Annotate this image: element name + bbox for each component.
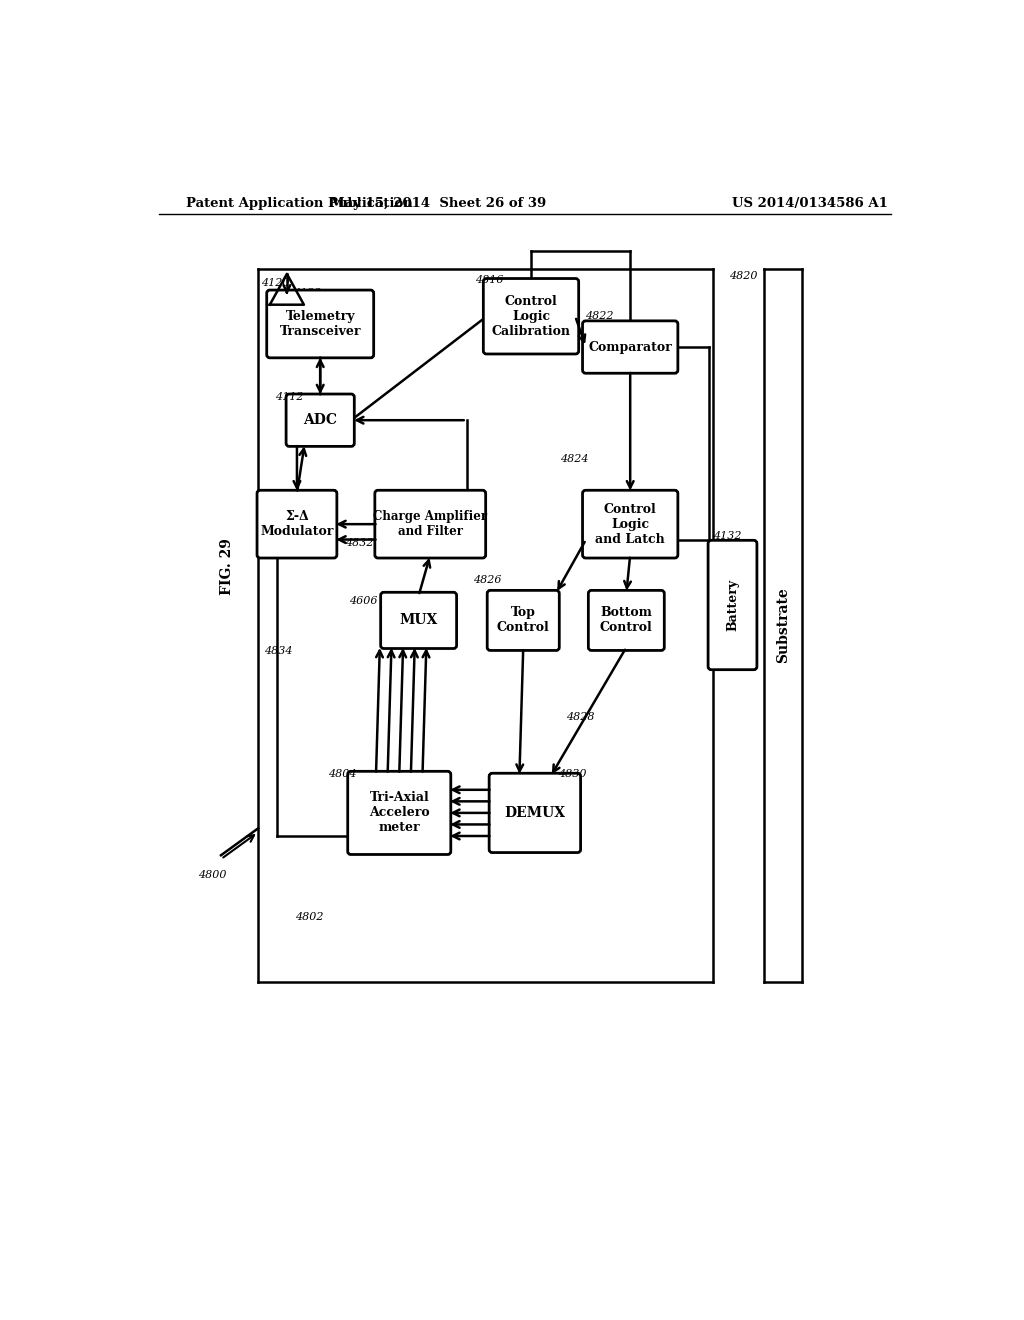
Text: Bottom
Control: Bottom Control	[600, 606, 652, 635]
FancyBboxPatch shape	[257, 490, 337, 558]
FancyBboxPatch shape	[583, 490, 678, 558]
Text: 4824: 4824	[560, 454, 589, 463]
Text: 4132: 4132	[713, 531, 741, 541]
Text: Telemetry
Transceiver: Telemetry Transceiver	[280, 310, 360, 338]
FancyBboxPatch shape	[375, 490, 485, 558]
Text: ADC: ADC	[303, 413, 337, 428]
Text: Battery: Battery	[726, 579, 739, 631]
Text: 4120: 4120	[261, 279, 290, 288]
Text: 4826: 4826	[473, 576, 502, 585]
Text: US 2014/0134586 A1: US 2014/0134586 A1	[732, 197, 889, 210]
FancyBboxPatch shape	[589, 590, 665, 651]
Text: FIG. 29: FIG. 29	[220, 539, 234, 595]
Text: Patent Application Publication: Patent Application Publication	[186, 197, 413, 210]
FancyBboxPatch shape	[286, 395, 354, 446]
Text: Top
Control: Top Control	[497, 606, 550, 635]
FancyBboxPatch shape	[266, 290, 374, 358]
FancyBboxPatch shape	[483, 279, 579, 354]
Text: Charge Amplifier
and Filter: Charge Amplifier and Filter	[373, 510, 487, 539]
Text: 4606: 4606	[349, 597, 378, 606]
Text: Σ-Δ
Modulator: Σ-Δ Modulator	[260, 510, 334, 539]
Text: 4828: 4828	[566, 711, 594, 722]
FancyBboxPatch shape	[487, 590, 559, 651]
Text: DEMUX: DEMUX	[505, 807, 565, 820]
FancyBboxPatch shape	[583, 321, 678, 374]
Text: 4122: 4122	[293, 288, 322, 298]
Text: Comparator: Comparator	[589, 341, 672, 354]
Text: Tri-Axial
Accelero
meter: Tri-Axial Accelero meter	[369, 792, 429, 834]
Text: 4816: 4816	[475, 275, 504, 285]
Text: 4802: 4802	[295, 912, 324, 921]
Text: 4820: 4820	[729, 271, 757, 281]
FancyBboxPatch shape	[381, 593, 457, 648]
Text: May 15, 2014  Sheet 26 of 39: May 15, 2014 Sheet 26 of 39	[330, 197, 546, 210]
Text: 4822: 4822	[586, 312, 613, 321]
Text: 4834: 4834	[263, 647, 292, 656]
Text: Control
Logic
and Latch: Control Logic and Latch	[595, 503, 665, 545]
FancyBboxPatch shape	[708, 540, 757, 669]
Text: 4832: 4832	[345, 539, 374, 548]
Text: Control
Logic
Calibration: Control Logic Calibration	[492, 294, 570, 338]
Text: 4800: 4800	[198, 870, 226, 879]
Text: 4112: 4112	[275, 392, 304, 403]
FancyBboxPatch shape	[489, 774, 581, 853]
Text: MUX: MUX	[399, 614, 437, 627]
Text: 4804: 4804	[328, 770, 356, 779]
Text: Substrate: Substrate	[776, 587, 790, 663]
FancyBboxPatch shape	[348, 771, 451, 854]
Text: 4830: 4830	[558, 770, 587, 779]
